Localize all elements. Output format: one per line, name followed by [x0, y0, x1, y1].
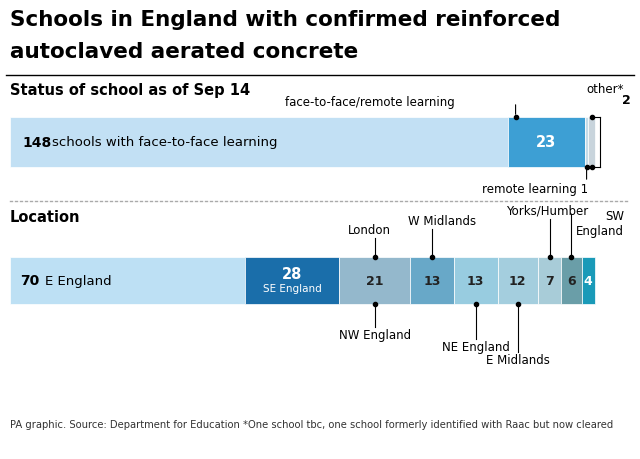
Text: London: London: [348, 224, 391, 236]
Bar: [588, 118, 595, 168]
Text: 7: 7: [545, 274, 554, 287]
Text: NE England: NE England: [442, 340, 509, 353]
Text: 21: 21: [366, 274, 383, 287]
Bar: [245, 257, 339, 304]
Text: 148: 148: [22, 136, 51, 150]
Bar: [585, 118, 588, 168]
Bar: [410, 257, 454, 304]
Bar: [582, 257, 595, 304]
Text: NW England: NW England: [339, 328, 411, 341]
Text: face-to-face/remote learning: face-to-face/remote learning: [285, 96, 455, 109]
Bar: [339, 257, 410, 304]
Bar: [10, 118, 508, 168]
Bar: [497, 257, 538, 304]
Text: 2: 2: [622, 94, 631, 107]
Text: remote learning 1: remote learning 1: [483, 183, 589, 196]
Text: Yorks/Humber: Yorks/Humber: [506, 205, 589, 218]
Bar: [538, 257, 561, 304]
Text: W Midlands: W Midlands: [408, 214, 476, 228]
Text: 12: 12: [509, 274, 527, 287]
Text: Schools in England with confirmed reinforced: Schools in England with confirmed reinfo…: [10, 10, 561, 30]
Text: 70: 70: [20, 274, 39, 288]
Text: schools with face-to-face learning: schools with face-to-face learning: [52, 136, 278, 149]
Text: 28: 28: [282, 266, 303, 281]
Text: SW
England: SW England: [576, 210, 624, 237]
Text: E Midlands: E Midlands: [486, 353, 550, 366]
Text: 13: 13: [423, 274, 440, 287]
Text: SE England: SE England: [263, 284, 322, 294]
Bar: [508, 118, 585, 168]
Text: 4: 4: [584, 274, 593, 287]
Text: other*: other*: [586, 83, 624, 96]
Text: PA graphic. Source: Department for Education *One school tbc, one school formerl: PA graphic. Source: Department for Educa…: [10, 419, 613, 429]
Bar: [454, 257, 497, 304]
Text: 13: 13: [467, 274, 484, 287]
Text: 6: 6: [567, 274, 576, 287]
Bar: [561, 257, 582, 304]
Text: Location: Location: [10, 210, 81, 224]
Text: autoclaved aerated concrete: autoclaved aerated concrete: [10, 42, 358, 62]
Bar: [10, 257, 245, 304]
Text: 23: 23: [536, 135, 556, 150]
Text: E England: E England: [45, 274, 111, 287]
Text: Status of school as of Sep 14: Status of school as of Sep 14: [10, 83, 250, 98]
